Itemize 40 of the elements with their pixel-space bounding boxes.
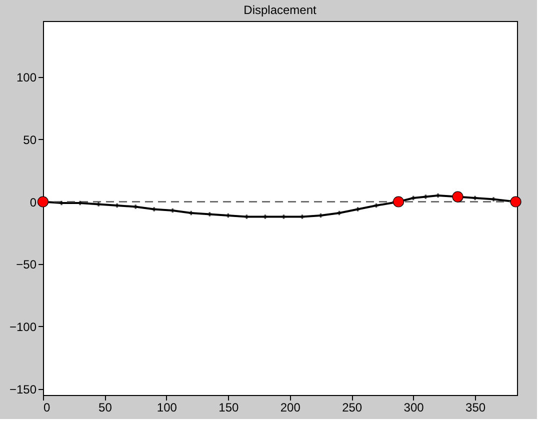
x-tick-label: 0 (44, 400, 50, 414)
x-tick-label: 350 (466, 400, 486, 414)
x-tick-label: 250 (342, 400, 362, 414)
point (263, 214, 268, 219)
y-tick-label: 100 (16, 70, 37, 85)
x-tick-label: 200 (280, 400, 301, 414)
point (282, 214, 286, 219)
point (37, 196, 49, 208)
point (337, 210, 342, 216)
x-tick-label: 50 (98, 400, 112, 414)
point (436, 193, 440, 198)
point (96, 202, 101, 206)
point (152, 207, 156, 212)
point (392, 196, 404, 208)
y-tick-label: −150 (9, 382, 37, 396)
y-tick-label: 0 (30, 195, 37, 210)
point (424, 194, 428, 199)
point (114, 203, 120, 208)
point (226, 213, 230, 218)
point (411, 196, 416, 200)
point (189, 210, 194, 216)
y-tick-label: −50 (16, 258, 37, 272)
point (208, 212, 212, 216)
x-tick-label: 150 (218, 400, 239, 414)
point (356, 207, 360, 212)
point (374, 203, 378, 208)
point (300, 214, 304, 219)
point (452, 191, 464, 202)
point (491, 197, 496, 202)
point (510, 196, 522, 208)
point (472, 196, 478, 200)
chart-title: Displacement (244, 3, 318, 17)
y-tick-label: 50 (23, 132, 37, 147)
point (244, 214, 249, 219)
x-tick-label: 300 (404, 400, 424, 414)
x-tick-label: 100 (156, 400, 178, 414)
y-tick-label: −100 (9, 320, 37, 334)
point (133, 204, 138, 209)
point (170, 208, 175, 213)
point (318, 213, 323, 218)
